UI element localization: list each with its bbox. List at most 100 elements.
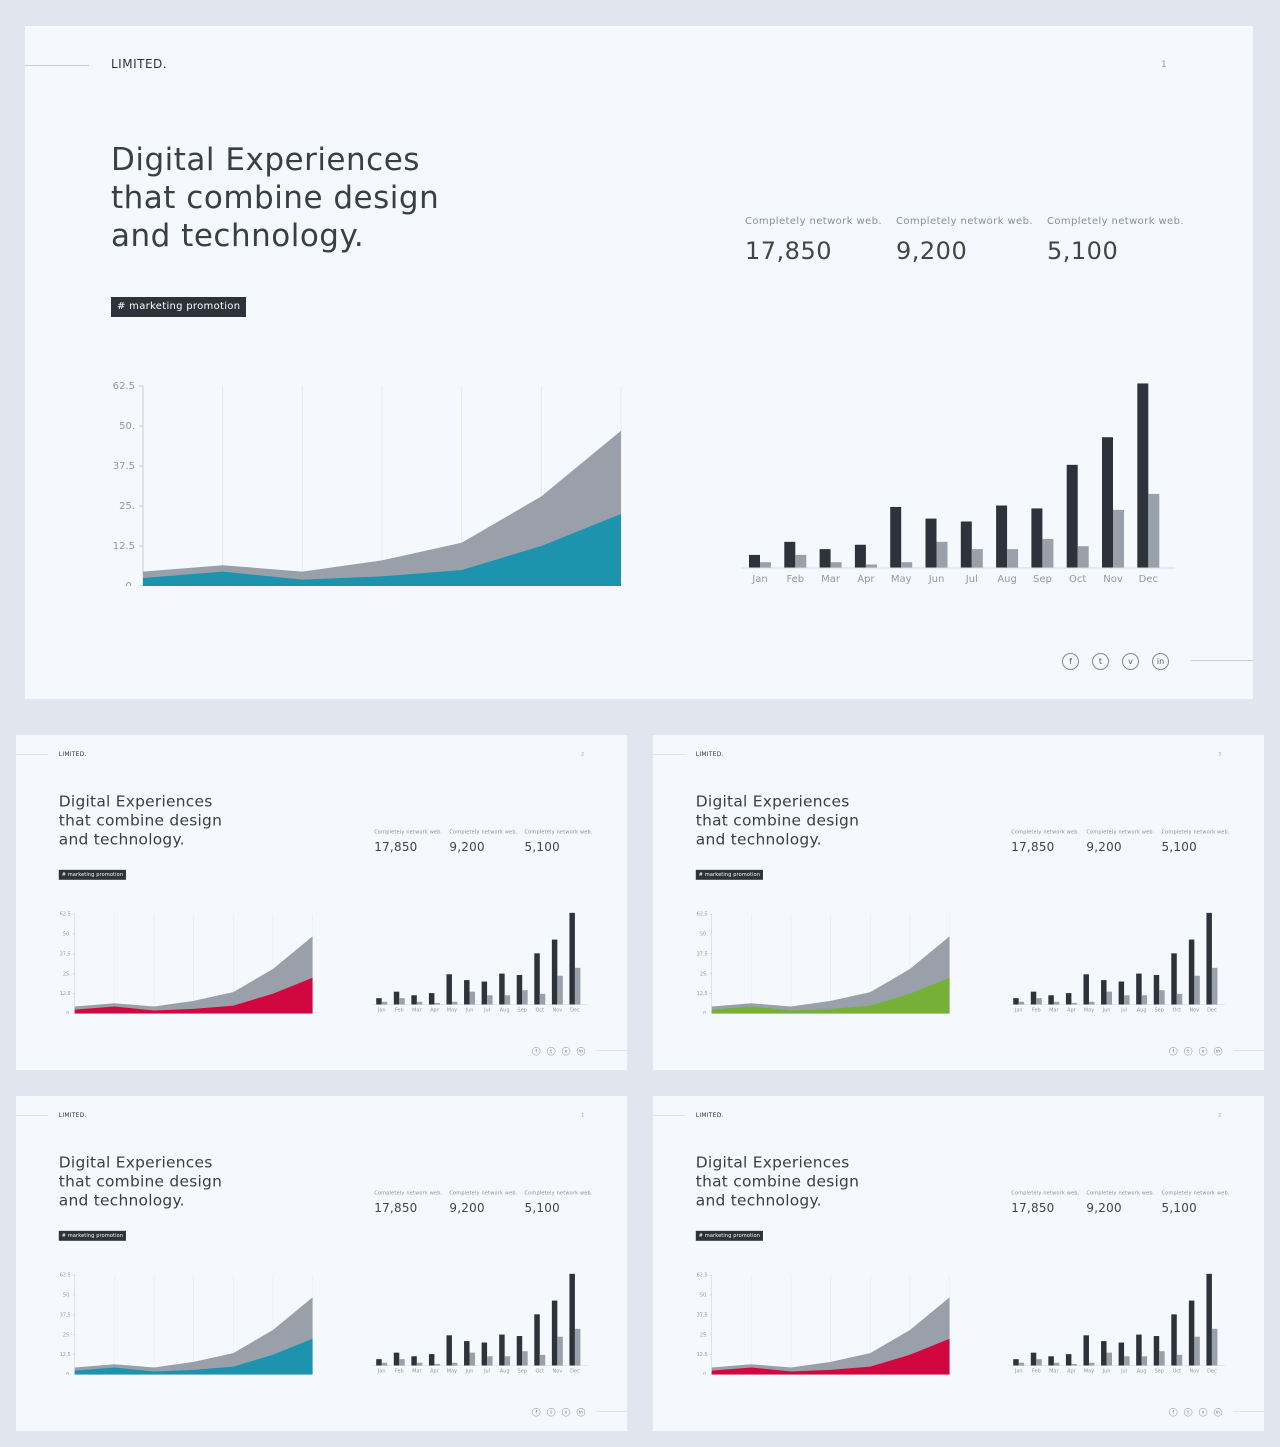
- page-number: 2: [1218, 1112, 1222, 1118]
- twitter-icon[interactable]: t: [1092, 653, 1109, 670]
- bar-gray: [901, 562, 913, 568]
- title-line-3: and technology.: [695, 1191, 822, 1210]
- x-tick-label: Apr: [430, 1369, 440, 1375]
- x-tick-label: Oct: [1069, 574, 1086, 585]
- twitter-icon[interactable]: t: [546, 1046, 556, 1056]
- bar-dark: [551, 1300, 558, 1366]
- bar-gray: [416, 1362, 423, 1366]
- bar-dark: [534, 1314, 540, 1366]
- area-chart: 0.12.525.37.550.62.520102011201220132014…: [60, 912, 313, 1014]
- tag-badge[interactable]: # marketing promotion: [695, 1230, 764, 1241]
- y-tick-label: 12.5: [697, 1352, 708, 1358]
- page-title: Digital Experiences that combine design …: [696, 792, 859, 849]
- title-line-2: that combine design: [58, 1172, 223, 1191]
- stat-1: Completely network web. 17,850: [745, 216, 882, 265]
- facebook-icon[interactable]: f: [531, 1046, 541, 1056]
- linkedin-icon[interactable]: in: [1152, 653, 1169, 670]
- stat-label: Completely network web.: [374, 829, 443, 836]
- bar-dark: [516, 975, 523, 1005]
- stat-value: 9,200: [449, 1200, 485, 1215]
- decorative-line-right: [1191, 660, 1253, 661]
- vimeo-icon[interactable]: v: [1198, 1407, 1208, 1417]
- x-tick-label: Sep: [1033, 574, 1052, 585]
- bar-gray: [1211, 1328, 1218, 1366]
- vimeo-icon[interactable]: v: [1122, 653, 1139, 670]
- stat-3: Completely network web. 5,100: [1162, 1191, 1230, 1215]
- y-tick-label: 62.5: [60, 912, 71, 918]
- x-tick-label: Sep: [1155, 1008, 1164, 1014]
- bar-dark: [464, 980, 470, 1005]
- bar-dark: [925, 518, 937, 568]
- bar-dark: [446, 1335, 452, 1366]
- x-tick-label: Jul: [483, 1008, 490, 1014]
- x-tick-label: Jun: [1102, 1369, 1111, 1375]
- bar-gray: [1018, 1001, 1025, 1005]
- stat-value: 5,100: [1161, 839, 1197, 854]
- facebook-icon[interactable]: f: [531, 1407, 541, 1417]
- facebook-icon[interactable]: f: [1168, 1046, 1178, 1056]
- stat-1: Completely network web. 17,850: [1011, 830, 1079, 854]
- bar-dark: [1136, 1334, 1142, 1366]
- vimeo-icon[interactable]: v: [561, 1046, 571, 1056]
- y-tick-label: 37.5: [60, 951, 71, 957]
- bar-dark: [481, 1342, 488, 1366]
- facebook-icon[interactable]: f: [1168, 1407, 1178, 1417]
- bar-gray: [557, 975, 563, 1005]
- stat-3: Completely network web. 5,100: [1047, 216, 1184, 265]
- page-title: Digital Experiences that combine design …: [59, 792, 222, 849]
- bar-dark: [996, 505, 1008, 568]
- linkedin-icon[interactable]: in: [1213, 1046, 1223, 1056]
- twitter-icon[interactable]: t: [546, 1407, 556, 1417]
- stat-value: 17,850: [745, 237, 832, 265]
- tag-badge[interactable]: # marketing promotion: [58, 1230, 127, 1241]
- y-tick-label: 25.: [63, 1332, 71, 1338]
- y-tick-label: 0.: [125, 581, 135, 586]
- title-line-2: that combine design: [695, 811, 860, 830]
- y-tick-label: 50.: [63, 1293, 71, 1299]
- y-tick-label: 37.5: [60, 1312, 71, 1318]
- linkedin-icon[interactable]: in: [576, 1046, 586, 1056]
- tag-badge[interactable]: # marketing promotion: [111, 297, 247, 317]
- facebook-icon[interactable]: f: [1062, 653, 1079, 670]
- stat-label: Completely network web.: [1161, 1190, 1230, 1197]
- vimeo-icon[interactable]: v: [561, 1407, 571, 1417]
- linkedin-icon[interactable]: in: [576, 1407, 586, 1417]
- tag-badge[interactable]: # marketing promotion: [58, 869, 127, 880]
- x-tick-label: Sep: [518, 1369, 527, 1375]
- bar-gray: [1088, 1001, 1095, 1005]
- twitter-icon[interactable]: t: [1183, 1046, 1193, 1056]
- bar-gray: [381, 1001, 388, 1005]
- x-tick-label: Sep: [1155, 1369, 1164, 1375]
- bar-gray: [1077, 546, 1089, 568]
- x-tick-label: Apr: [430, 1008, 440, 1014]
- bar-dark: [446, 974, 452, 1005]
- bar-dark: [393, 991, 400, 1005]
- page-title: Digital Experiences that combine design …: [111, 141, 439, 255]
- stat-value: 9,200: [896, 237, 968, 265]
- bar-dark: [411, 995, 417, 1005]
- bar-gray: [936, 541, 948, 568]
- page-title: Digital Experiences that combine design …: [696, 1153, 859, 1210]
- bar-gray: [539, 993, 546, 1005]
- x-tick-label: Jan: [377, 1008, 386, 1014]
- y-tick-label: 50.: [700, 1293, 708, 1299]
- linkedin-icon[interactable]: in: [1213, 1407, 1223, 1417]
- bar-dark: [516, 1336, 523, 1366]
- slide-1: LIMITED. 1 Digital Experiences that comb…: [25, 26, 1253, 699]
- bar-gray: [487, 995, 493, 1005]
- y-tick-label: 25.: [700, 971, 708, 977]
- tag-badge[interactable]: # marketing promotion: [695, 869, 764, 880]
- bar-dark: [784, 541, 796, 568]
- vimeo-icon[interactable]: v: [1198, 1046, 1208, 1056]
- bar-chart: Jan Feb Mar Apr May Jun Jul Aug Sep Oct Nov Dec: [372, 912, 589, 1014]
- bar-chart: Jan Feb Mar Apr May Jun Jul Aug Sep Oct Nov Dec: [741, 383, 1175, 585]
- stat-3: Completely network web. 5,100: [1162, 830, 1230, 854]
- bar-gray: [1018, 1362, 1025, 1366]
- bar-dark: [1171, 953, 1177, 1005]
- x-tick-label: Jan: [377, 1369, 386, 1375]
- area-chart: 0.12.525.37.550.62.520102011201220132014…: [697, 1273, 950, 1375]
- stat-2: Completely network web. 9,200: [449, 1191, 517, 1215]
- x-tick-label: Nov: [1189, 1008, 1199, 1014]
- twitter-icon[interactable]: t: [1183, 1407, 1193, 1417]
- bar-gray: [1176, 1354, 1183, 1366]
